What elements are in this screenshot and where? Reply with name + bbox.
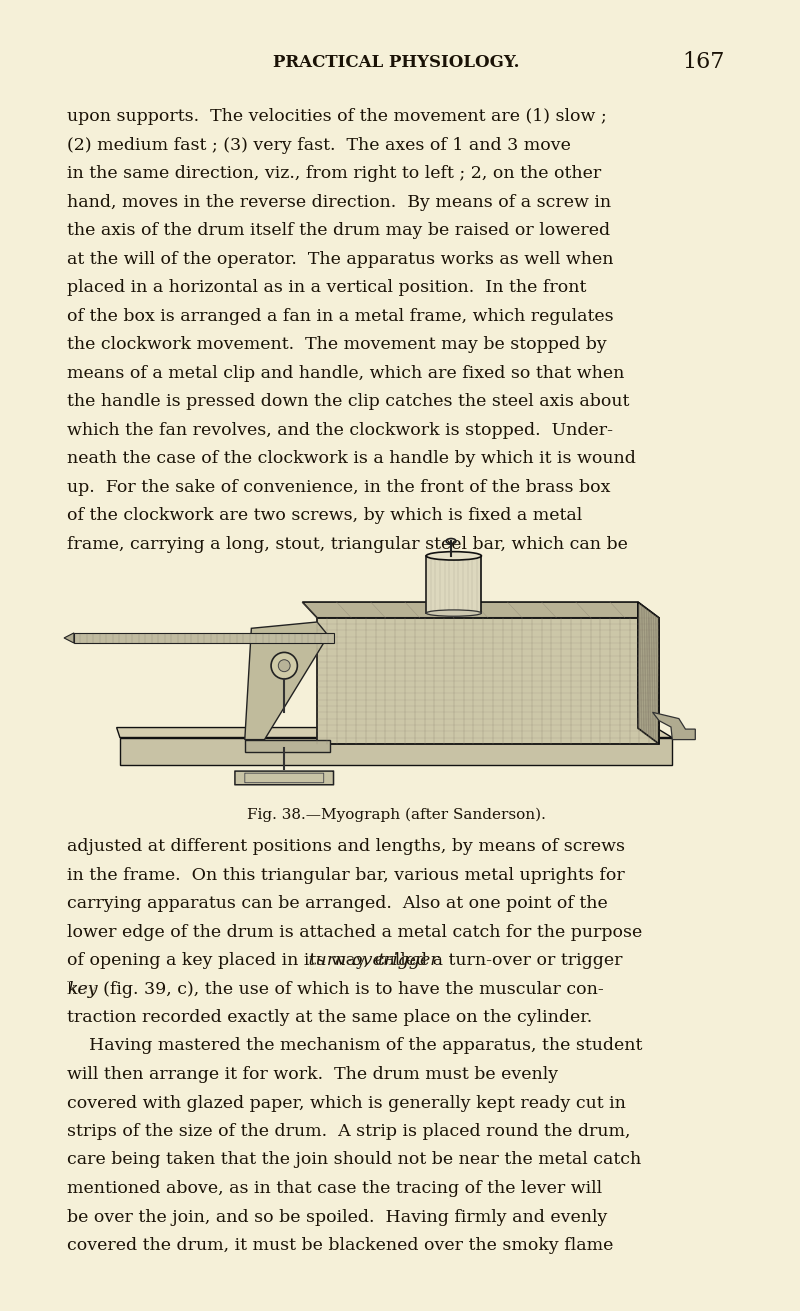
Text: hand, moves in the reverse direction.  By means of a screw in: hand, moves in the reverse direction. By…	[67, 194, 611, 211]
Text: which the fan revolves, and the clockwork is stopped.  Under-: which the fan revolves, and the clockwor…	[67, 422, 614, 438]
Polygon shape	[653, 712, 695, 739]
Text: upon supports.  The velocities of the movement are (1) slow ;: upon supports. The velocities of the mov…	[67, 108, 607, 125]
Text: mentioned above, as in that case the tracing of the lever will: mentioned above, as in that case the tra…	[67, 1180, 602, 1197]
Polygon shape	[245, 739, 330, 753]
Text: key: key	[67, 981, 98, 998]
Polygon shape	[64, 633, 74, 642]
Text: be over the join, and so be spoiled.  Having firmly and evenly: be over the join, and so be spoiled. Hav…	[67, 1209, 608, 1226]
Text: adjusted at different positions and lengths, by means of screws: adjusted at different positions and leng…	[67, 838, 626, 855]
Text: placed in a horizontal as in a vertical position.  In the front: placed in a horizontal as in a vertical …	[67, 279, 586, 296]
Text: of opening a key placed in its way, called a turn-over or trigger: of opening a key placed in its way, call…	[67, 952, 623, 969]
Text: turn-over: turn-over	[302, 952, 390, 969]
Polygon shape	[245, 621, 330, 739]
Text: care being taken that the join should not be near the metal catch: care being taken that the join should no…	[67, 1151, 642, 1168]
Text: 167: 167	[682, 51, 725, 73]
Text: PRACTICAL PHYSIOLOGY.: PRACTICAL PHYSIOLOGY.	[273, 54, 519, 71]
Text: of the clockwork are two screws, by which is fixed a metal: of the clockwork are two screws, by whic…	[67, 507, 582, 524]
Text: covered with glazed paper, which is generally kept ready cut in: covered with glazed paper, which is gene…	[67, 1095, 626, 1112]
Text: trigger: trigger	[378, 952, 439, 969]
Ellipse shape	[426, 552, 482, 560]
Polygon shape	[302, 602, 659, 617]
Text: in the frame.  On this triangular bar, various metal uprights for: in the frame. On this triangular bar, va…	[67, 867, 625, 884]
Text: carrying apparatus can be arranged.  Also at one point of the: carrying apparatus can be arranged. Also…	[67, 895, 608, 912]
Text: turn-over: turn-over	[302, 952, 390, 969]
Text: Fig. 38.—Myograph (after Sanderson).: Fig. 38.—Myograph (after Sanderson).	[246, 808, 546, 822]
Text: neath the case of the clockwork is a handle by which it is wound: neath the case of the clockwork is a han…	[67, 450, 636, 467]
Text: key (fig. 39, c), the use of which is to have the muscular con-: key (fig. 39, c), the use of which is to…	[67, 981, 604, 998]
Text: strips of the size of the drum.  A strip is placed round the drum,: strips of the size of the drum. A strip …	[67, 1124, 631, 1141]
Ellipse shape	[426, 610, 482, 616]
Bar	[74, 633, 334, 642]
Text: in the same direction, viz., from right to left ; 2, on the other: in the same direction, viz., from right …	[67, 165, 602, 182]
Circle shape	[278, 659, 290, 671]
Text: means of a metal clip and handle, which are fixed so that when: means of a metal clip and handle, which …	[67, 364, 625, 382]
Text: Having mastered the mechanism of the apparatus, the student: Having mastered the mechanism of the app…	[67, 1037, 642, 1054]
Text: covered the drum, it must be blackened over the smoky flame: covered the drum, it must be blackened o…	[67, 1238, 614, 1255]
Text: frame, carrying a long, stout, triangular steel bar, which can be: frame, carrying a long, stout, triangula…	[67, 535, 628, 552]
Text: traction recorded exactly at the same place on the cylinder.: traction recorded exactly at the same pl…	[67, 1009, 593, 1027]
Bar	[317, 617, 659, 743]
Text: key: key	[67, 981, 98, 998]
Text: (2) medium fast ; (3) very fast.  The axes of 1 and 3 move: (2) medium fast ; (3) very fast. The axe…	[67, 136, 571, 153]
FancyBboxPatch shape	[235, 771, 334, 785]
Text: up.  For the sake of convenience, in the front of the brass box: up. For the sake of convenience, in the …	[67, 479, 610, 496]
Text: at the will of the operator.  The apparatus works as well when: at the will of the operator. The apparat…	[67, 250, 614, 267]
Bar	[426, 556, 482, 614]
Bar	[120, 738, 672, 764]
Text: of the box is arranged a fan in a metal frame, which regulates: of the box is arranged a fan in a metal …	[67, 308, 614, 325]
Text: trigger: trigger	[378, 952, 439, 969]
Text: the axis of the drum itself the drum may be raised or lowered: the axis of the drum itself the drum may…	[67, 222, 610, 239]
Polygon shape	[638, 602, 659, 743]
Text: the clockwork movement.  The movement may be stopped by: the clockwork movement. The movement may…	[67, 336, 607, 353]
Polygon shape	[117, 728, 672, 738]
Text: will then arrange it for work.  The drum must be evenly: will then arrange it for work. The drum …	[67, 1066, 558, 1083]
Circle shape	[271, 653, 298, 679]
Text: lower edge of the drum is attached a metal catch for the purpose: lower edge of the drum is attached a met…	[67, 923, 642, 940]
Text: the handle is pressed down the clip catches the steel axis about: the handle is pressed down the clip catc…	[67, 393, 630, 410]
